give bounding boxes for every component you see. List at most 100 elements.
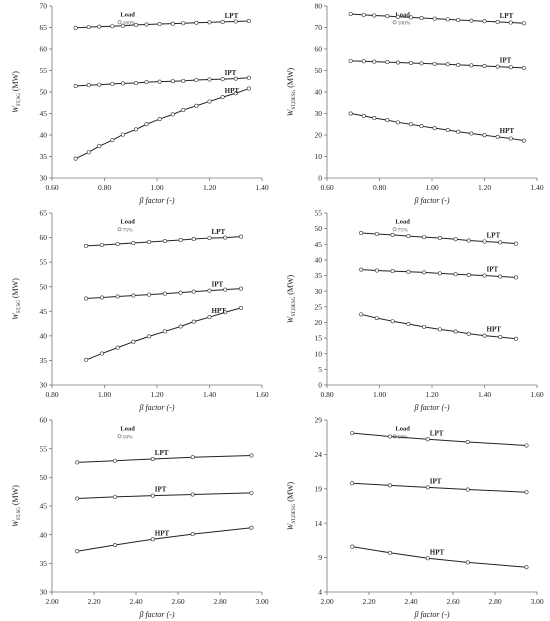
x-tick-label: 1.00 [425,183,438,192]
y-tick-label: 35 [40,356,48,365]
y-tick-label: 30 [315,109,323,118]
y-tick-label: 40 [315,88,323,97]
chart-svg-p5: 2.00 2.20 2.40 2.60 2.80 3.00 30 35 40 45 50 55 60 β … [11,416,269,619]
legend-value: 50% [123,434,134,440]
data-point-ipt [348,58,353,63]
chart-svg-p1: 0.60 0.80 1.00 1.20 1.40 30 35 40 45 50 55 60 65 70 β … [11,2,269,205]
y-tick-label: 40 [40,530,48,539]
data-point-hpt [86,150,91,155]
y-tick-label: 50 [315,66,323,75]
x-tick-label: 2.80 [488,597,501,606]
data-point-hpt [194,103,199,108]
y-tick-label: 10 [315,349,323,358]
data-point-lpt [348,11,353,16]
series-label-lpt: LPT [225,12,239,20]
data-point-hpt [191,319,196,324]
data-point-ipt [115,294,120,299]
chart-panel-p2: 0.60 0.80 1.00 1.20 1.40 0 10 20 30 40 50 60 70 80 β f… [275,0,550,207]
data-point-lpt [514,241,519,246]
x-tick-label: 3.00 [530,597,543,606]
data-point-lpt [482,19,487,24]
data-point-hpt [453,329,458,334]
x-tick-label: 2.60 [446,597,459,606]
series-label-ipt: IPT [225,69,237,77]
data-point-lpt [390,232,395,237]
y-tick-label: 55 [315,209,323,218]
series-line-hpt [85,307,242,361]
data-point-hpt [147,334,152,339]
data-point-hpt [385,118,390,123]
chart-panel-p5: 2.00 2.20 2.40 2.60 2.80 3.00 30 35 40 45 50 55 60 β … [0,414,275,621]
y-tick-label: 30 [40,174,48,183]
legend-value: 100% [398,20,411,26]
y-axis-label: WST,DESG (MW) [286,274,297,323]
legend-marker [392,20,397,25]
y-tick-label: 35 [40,559,48,568]
data-point-lpt [190,455,195,460]
data-point-lpt [239,234,244,239]
data-point-ipt [97,82,102,87]
legend-title: Load [395,11,410,18]
data-point-ipt [233,76,238,81]
data-point-lpt [110,24,115,29]
y-tick-label: 45 [40,502,48,511]
data-point-hpt [207,99,212,104]
y-tick-label: 9 [318,553,322,562]
series-label-hpt: HPT [155,529,170,537]
data-point-ipt [170,79,175,84]
data-point-ipt [395,60,400,65]
data-point-ipt [220,77,225,82]
data-point-ipt [150,493,155,498]
y-axis-label: WST,DESG (MW) [286,481,297,530]
data-point-ipt [249,490,254,495]
data-point-lpt [469,18,474,23]
data-point-hpt [524,565,529,570]
series-label-ipt: IPT [500,57,512,65]
data-point-hpt [162,329,167,334]
x-tick-label: 2.80 [213,597,226,606]
y-tick-label: 60 [315,45,323,54]
data-point-ipt [482,273,487,278]
y-tick-label: 40 [315,256,323,265]
y-tick-label: 30 [315,287,323,296]
data-point-ipt [99,295,104,300]
data-point-ipt [508,65,513,70]
data-point-lpt [466,238,471,243]
data-point-lpt [134,22,139,27]
data-point-hpt [456,129,461,134]
data-point-lpt [99,242,104,247]
y-tick-label: 40 [40,131,48,140]
data-point-lpt [84,243,89,248]
data-point-hpt [482,333,487,338]
data-point-ipt [385,60,390,65]
data-point-ipt [162,291,167,296]
data-point-lpt [456,17,461,22]
series-label-ipt: IPT [487,266,499,274]
data-point-lpt [144,22,149,27]
legend-title: Load [395,218,410,225]
series-label-hpt: HPT [225,87,240,95]
data-point-lpt [361,12,366,17]
data-point-lpt [409,15,414,20]
data-point-hpt [422,324,427,329]
data-point-hpt [465,560,470,565]
y-tick-label: 20 [315,131,323,140]
data-point-hpt [120,132,125,137]
data-point-lpt [207,20,212,25]
data-point-ipt [465,487,470,492]
x-tick-label: 3.00 [255,597,268,606]
y-tick-label: 55 [40,444,48,453]
data-point-hpt [75,549,80,554]
data-point-hpt [350,544,355,549]
data-point-ipt [422,270,427,275]
data-point-ipt [144,80,149,85]
data-point-lpt [521,21,526,26]
data-point-ipt [134,80,139,85]
data-point-ipt [223,287,228,292]
series-label-lpt: LPT [155,449,169,457]
y-tick-label: 19 [315,484,323,493]
x-tick-label: 1.60 [255,390,268,399]
x-tick-label: 0.60 [45,183,58,192]
y-tick-label: 50 [40,282,48,291]
